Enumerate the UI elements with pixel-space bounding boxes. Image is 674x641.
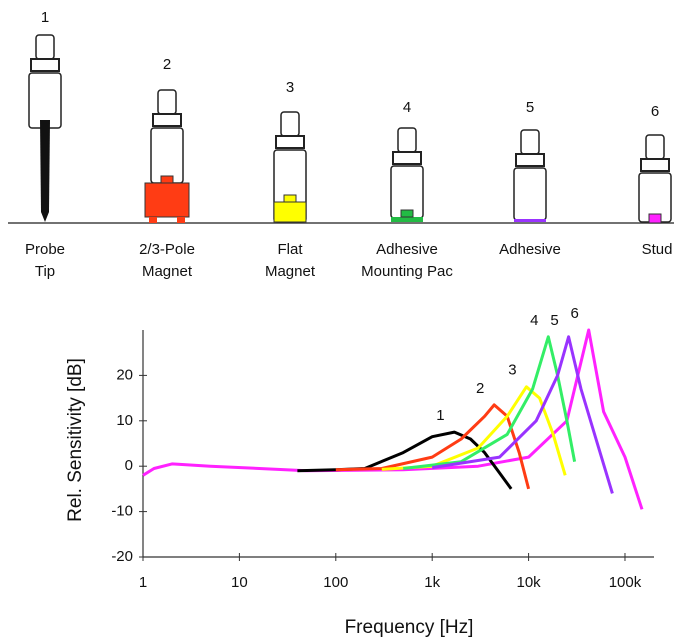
series-label: 1 (436, 407, 444, 424)
mount-label: Probe (25, 241, 65, 258)
series-label: 5 (550, 312, 558, 329)
sensor-connector (280, 111, 300, 137)
series-label: 4 (530, 312, 538, 329)
series-line (431, 335, 614, 494)
sensor-nut (392, 151, 422, 165)
series-line (335, 403, 531, 490)
sensor-connector (35, 34, 55, 60)
mount-number: 3 (286, 79, 294, 96)
mount-number: 4 (403, 99, 411, 116)
y-tick-label: -20 (111, 548, 133, 565)
sensor-connector (645, 134, 665, 160)
y-axis-label: Rel. Sensitivity [dB] (65, 358, 86, 522)
sensor-connector (397, 127, 417, 153)
mount-label: 2/3-Pole (139, 241, 195, 258)
adhesive-layer (514, 219, 546, 222)
x-axis-label: Frequency [Hz] (345, 617, 474, 638)
mount-label: Magnet (142, 263, 193, 280)
sensor-nut (275, 135, 305, 149)
y-tick-label: 0 (125, 457, 133, 474)
mount-number: 1 (41, 9, 49, 26)
y-tick-label: 10 (116, 412, 133, 429)
series-line (403, 335, 577, 470)
mount-number: 6 (651, 103, 659, 120)
sensor-nut (515, 153, 545, 167)
mount-label: Adhesive (376, 241, 438, 258)
flat-magnet-top (283, 194, 297, 203)
mount-number: 5 (526, 99, 534, 116)
magnet (144, 182, 190, 218)
mount-label: Magnet (265, 263, 316, 280)
sensor-body (513, 167, 547, 221)
sensor-connector (520, 129, 540, 155)
mount-number: 2 (163, 56, 171, 73)
x-tick-label: 1k (424, 574, 440, 591)
y-tick-label: -10 (111, 503, 133, 520)
series-label: 3 (508, 362, 516, 379)
mount-label: Adhesive (499, 241, 561, 258)
sensor-nut (152, 113, 182, 127)
probe-tip (40, 120, 50, 222)
mount-label: Stud (642, 241, 673, 258)
y-tick-label: 20 (116, 366, 133, 383)
stud (648, 213, 662, 224)
mounting-pad-top (400, 209, 414, 218)
sensor-body (150, 127, 184, 184)
flat-magnet (273, 201, 307, 223)
mount-label: Mounting Pac (361, 263, 453, 280)
sensor-nut (30, 58, 60, 72)
sensor-nut (640, 158, 670, 172)
series-line (142, 328, 644, 510)
magnet-top (160, 175, 174, 184)
series-label: 6 (570, 305, 578, 322)
sensor-connector (157, 89, 177, 115)
x-tick-label: 1 (139, 574, 147, 591)
x-tick-label: 10k (516, 574, 541, 591)
x-tick-label: 100 (323, 574, 348, 591)
series-label: 2 (476, 380, 484, 397)
magnet-foot (177, 217, 185, 223)
mount-label: Tip (35, 263, 55, 280)
sensor-body (28, 72, 62, 129)
x-tick-label: 10 (231, 574, 248, 591)
x-tick-label: 100k (609, 574, 642, 591)
magnet-foot (149, 217, 157, 223)
mount-label: Flat (277, 241, 303, 258)
mounting-pad (391, 217, 423, 222)
